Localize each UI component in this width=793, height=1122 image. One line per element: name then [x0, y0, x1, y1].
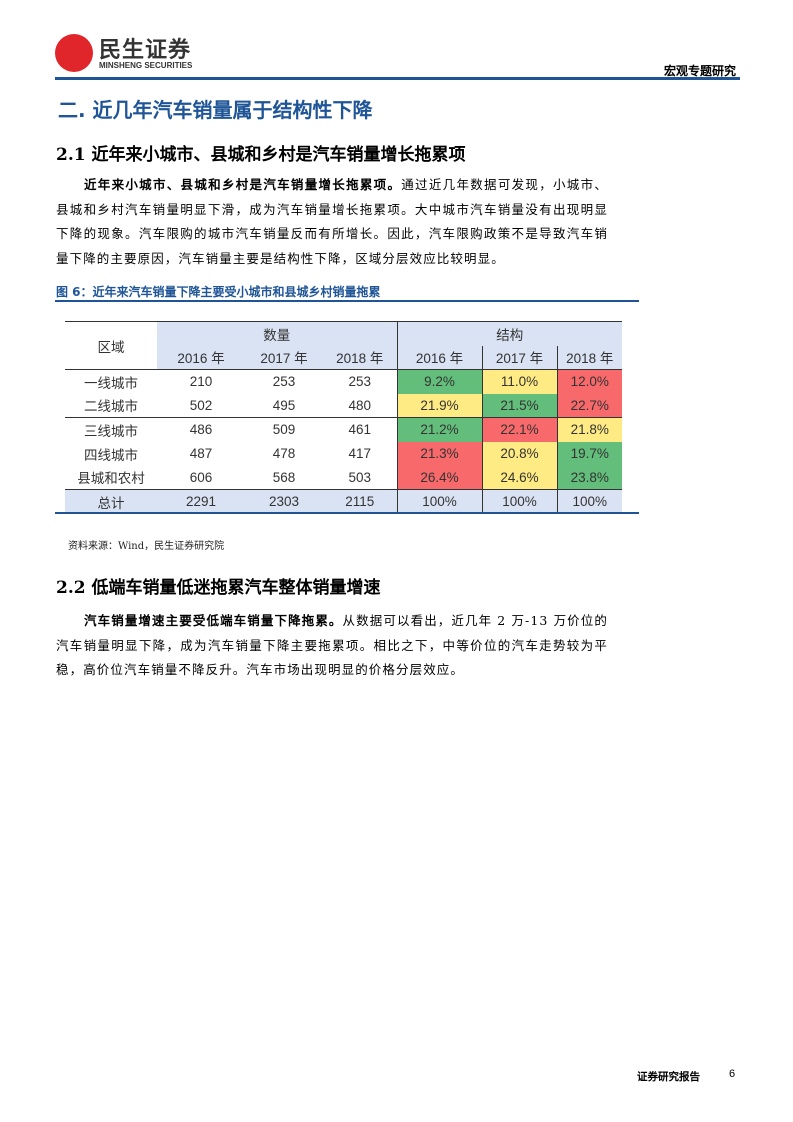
region-cell: 二线城市: [84, 399, 138, 415]
table-row: 二线城市 502 495 480 21.9% 21.5% 22.7%: [65, 393, 622, 418]
paragraph-lead: 近年来小城市、县城和乡村是汽车销量增长拖累项。: [84, 177, 402, 192]
struct-cell: 100%: [396, 489, 482, 514]
qty-cell: 461: [348, 422, 372, 438]
year-header: 2018 年: [556, 345, 622, 370]
struct-cell: 19.7%: [556, 441, 622, 466]
paragraph-lead: 汽车销量增速主要受低端车销量下降拖累。: [84, 613, 343, 628]
company-logo: 民生证券 MINSHENG SECURITIES: [55, 32, 205, 76]
struct-cell: 100%: [481, 489, 557, 514]
region-cell: 县城和农村: [77, 471, 145, 487]
region-header: 区域: [97, 339, 125, 355]
struct-cell: 12.0%: [556, 369, 622, 394]
qty-cell: 503: [348, 469, 372, 485]
struct-cell: 100%: [556, 489, 622, 514]
logo-text-cn: 民生证券: [99, 38, 192, 63]
struct-cell: 21.2%: [396, 417, 482, 442]
qty-cell: 487: [189, 446, 213, 461]
qty-cell: 486: [189, 422, 213, 438]
figure-caption: 图 6：近年来汽车销量下降主要受小城市和县城乡村销量拖累: [56, 285, 381, 299]
region-cell: 总计: [97, 495, 125, 511]
struct-cell: 22.1%: [481, 417, 557, 442]
qty-cell: 478: [272, 446, 296, 461]
qty-cell: 495: [272, 397, 296, 413]
qty-cell: 417: [348, 446, 372, 461]
qty-header: 数量: [157, 321, 397, 346]
logo-mark-icon: [55, 34, 93, 72]
region-cell: 四线城市: [84, 447, 138, 463]
struct-cell: 9.2%: [396, 369, 482, 394]
struct-cell: 26.4%: [396, 465, 482, 490]
year-header: 2016 年: [396, 345, 482, 370]
struct-cell: 23.8%: [556, 465, 622, 490]
table-bottom-rule: [55, 512, 639, 514]
qty-cell: 480: [348, 397, 372, 413]
qty-cell: 210: [189, 374, 213, 390]
paragraph-2-2: 汽车销量增速主要受低端车销量下降拖累。从数据可以看出，近几年 2 万-13 万价…: [56, 609, 608, 683]
figure-divider: [55, 300, 639, 302]
region-cell: 三线城市: [84, 423, 138, 439]
qty-cell: 2291: [185, 494, 217, 510]
subsection-title-2-1: 2.1 近年来小城市、县城和乡村是汽车销量增长拖累项: [56, 145, 466, 165]
header-divider: [55, 77, 740, 80]
qty-cell: 253: [348, 374, 372, 390]
table-row: 三线城市 486 509 461 21.2% 22.1% 21.8%: [65, 417, 622, 442]
table-row: 一线城市 210 253 253 9.2% 11.0% 12.0%: [65, 369, 622, 394]
struct-cell: 21.8%: [556, 417, 622, 442]
year-header: 2017 年: [245, 345, 323, 370]
paragraph-body: 从数据可以看出，近几年 2 万-13 万价位的汽车销量明显下降，成为汽车销量下降…: [56, 613, 608, 677]
paragraph-body: 通过近几年数据可发现，小城市、县城和乡村汽车销量明显下滑，成为汽车销量增长拖累项…: [56, 177, 608, 266]
struct-cell: 20.8%: [481, 441, 557, 466]
qty-cell: 2303: [268, 494, 300, 510]
report-type: 宏观专题研究: [663, 64, 736, 78]
page-number: 6: [729, 1068, 736, 1080]
subsection-title-2-2: 2.2 低端车销量低迷拖累汽车整体销量增速: [56, 578, 381, 598]
qty-cell: 606: [189, 469, 213, 485]
footer-label: 证券研究报告: [637, 1071, 700, 1083]
struct-cell: 11.0%: [481, 369, 557, 394]
paragraph-2-1: 近年来小城市、县城和乡村是汽车销量增长拖累项。通过近几年数据可发现，小城市、县城…: [56, 173, 608, 271]
section-title: 二. 近几年汽车销量属于结构性下降: [58, 98, 373, 122]
year-header: 2018 年: [323, 345, 397, 370]
qty-cell: 502: [189, 397, 213, 413]
struct-cell: 21.3%: [396, 441, 482, 466]
year-header: 2016 年: [157, 345, 245, 370]
qty-cell: 509: [272, 422, 296, 438]
year-header: 2017 年: [481, 345, 557, 370]
qty-cell: 568: [272, 469, 296, 485]
figure-source: 资料来源：Wind，民生证券研究院: [68, 541, 225, 552]
region-cell: 一线城市: [84, 375, 138, 391]
struct-header: 结构: [396, 321, 622, 346]
qty-cell: 2115: [345, 494, 375, 510]
total-row: 总计 2291 2303 2115 100% 100% 100%: [65, 489, 622, 514]
struct-cell: 24.6%: [481, 465, 557, 490]
qty-cell: 253: [272, 374, 296, 390]
table-row: 四线城市 487 478 417 21.3% 20.8% 19.7%: [65, 441, 622, 466]
struct-cell: 21.5%: [481, 393, 557, 418]
struct-cell: 22.7%: [556, 393, 622, 418]
struct-cell: 21.9%: [396, 393, 482, 418]
logo-text-en: MINSHENG SECURITIES: [99, 61, 193, 70]
table-row: 县城和农村 606 568 503 26.4% 24.6% 23.8%: [65, 465, 622, 490]
